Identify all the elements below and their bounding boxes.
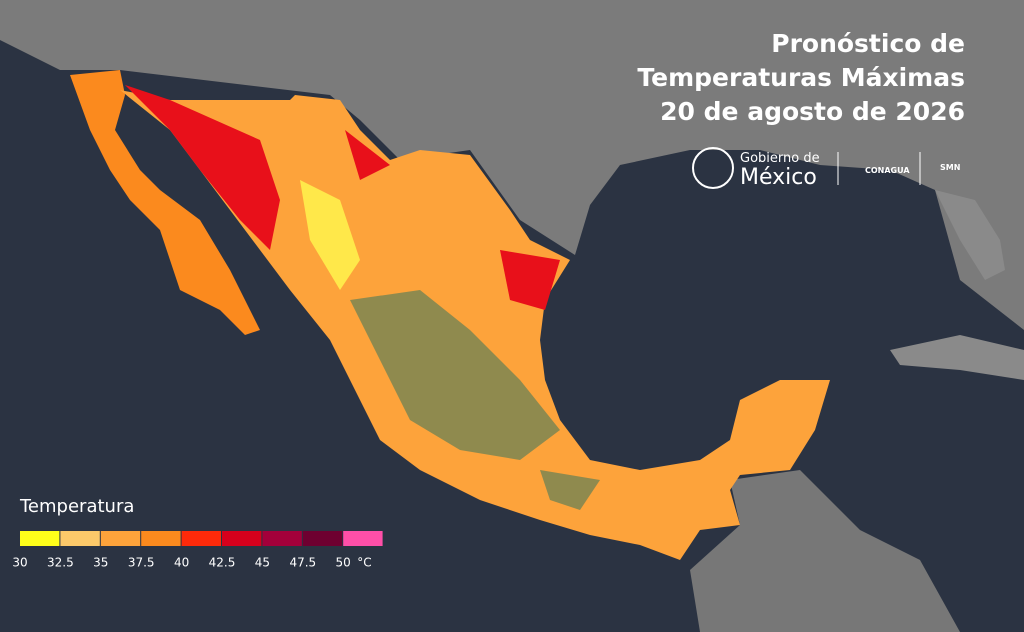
legend-tick: 47.5 xyxy=(289,556,316,570)
legend-tick: 30 xyxy=(12,556,27,570)
mexico-mainland xyxy=(120,90,830,560)
title-line: Temperaturas Máximas xyxy=(637,63,965,92)
title: Pronóstico de Temperaturas Máximas 20 de a… xyxy=(637,29,965,126)
logos: Gobierno de México CONAGUA SMN xyxy=(692,147,960,190)
highlands xyxy=(350,290,560,460)
legend-title: Temperatura xyxy=(19,496,134,517)
legend-swatch xyxy=(60,531,100,546)
florida xyxy=(935,190,1005,280)
seal-icon xyxy=(692,147,734,189)
legend-swatch xyxy=(262,531,302,546)
legend-tick: 40 xyxy=(174,556,189,570)
title-line: Pronóstico de xyxy=(771,29,965,58)
legend-swatch xyxy=(343,531,383,546)
legend-swatch xyxy=(302,531,343,546)
logo-conagua: CONAGUA xyxy=(865,166,910,175)
north-land xyxy=(0,0,1024,330)
logo-gobierno: Gobierno de xyxy=(740,151,820,166)
legend-tick: 50 xyxy=(336,556,351,570)
baja-california xyxy=(70,70,260,335)
title-line: 20 de agosto de 2026 xyxy=(660,97,965,126)
legend-swatch xyxy=(20,531,60,546)
legend-tick: 42.5 xyxy=(209,556,236,570)
legend-unit: °C xyxy=(357,556,371,570)
legend-swatch xyxy=(222,531,262,546)
hot-zone-tamaulipas xyxy=(500,250,560,310)
legend-tick: 45 xyxy=(255,556,270,570)
legend-tick: 32.5 xyxy=(47,556,74,570)
legend-tick: 35 xyxy=(93,556,108,570)
legend-swatch xyxy=(141,531,181,546)
hot-zone-sonora xyxy=(125,85,280,250)
hot-zone-chihuahua xyxy=(345,130,390,180)
cuba xyxy=(890,335,1024,380)
logo-smn: SMN xyxy=(940,163,960,172)
central-america xyxy=(690,470,960,632)
legend: 30 32.5 35 37.5 40 42.5 45 47.5 50 °C xyxy=(12,531,383,570)
highlands-south xyxy=(540,470,600,510)
legend-swatch xyxy=(100,531,141,546)
legend-swatch xyxy=(181,531,221,546)
legend-tick: 37.5 xyxy=(128,556,155,570)
logo-mexico: México xyxy=(740,165,817,190)
cool-zone-sierra xyxy=(300,180,360,290)
